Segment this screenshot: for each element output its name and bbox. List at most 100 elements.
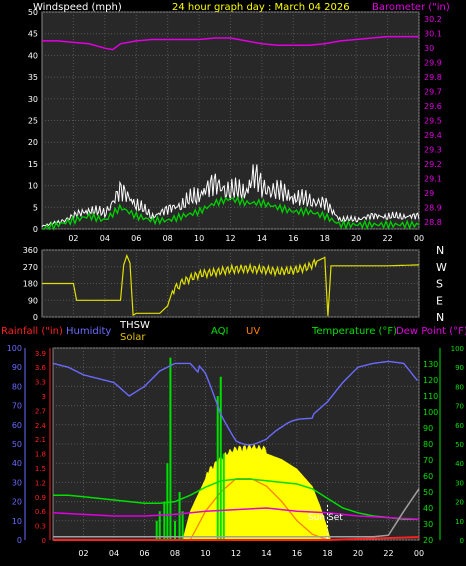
rain-y-tick: 2.4 [35, 422, 47, 430]
wind-y-tick: 25 [28, 117, 38, 126]
humidity-y-tick: 50 [12, 440, 22, 449]
barometer-y-tick: 28.9 [424, 203, 442, 212]
temperature-y-tick: 50 [423, 488, 433, 497]
aqi-y-tick: 40 [455, 460, 464, 468]
wind-y-tick: 45 [28, 30, 38, 39]
wind-x-tick: 16 [288, 234, 298, 243]
rain-y-tick: 0.9 [35, 494, 46, 502]
weather-x-tick: 14 [261, 549, 271, 558]
weather-x-tick: 18 [322, 549, 332, 558]
compass-label: E [436, 294, 443, 307]
temperature-y-tick: 40 [423, 504, 433, 513]
weather-x-tick: 12 [231, 549, 241, 558]
aqi-y-tick: 10 [455, 518, 464, 526]
wind-y-tick: 30 [28, 95, 38, 104]
temperature-y-tick: 120 [423, 376, 438, 385]
aqi-y-tick: 70 [455, 403, 464, 411]
legend-dewpoint: Dew Point (°F) [396, 326, 466, 337]
weather-x-tick: 20 [353, 549, 363, 558]
temperature-y-tick: 130 [423, 360, 438, 369]
aqi-y-tick: 90 [455, 364, 464, 372]
wind-gust-line [41, 164, 420, 227]
direction-y-tick: 270 [23, 263, 38, 272]
temperature-y-tick: 20 [423, 536, 433, 545]
wind-y-tick: 35 [28, 73, 38, 82]
direction-y-tick: 360 [23, 246, 38, 255]
barometer-line [42, 35, 419, 51]
rain-y-tick: 3.3 [35, 379, 46, 387]
barometer-y-tick: 29.9 [424, 59, 442, 68]
barometer-y-tick: 30.1 [424, 30, 442, 39]
rain-y-tick: 1.8 [35, 451, 46, 459]
rain-y-tick: 1.5 [35, 465, 46, 473]
wind-y-tick: 40 [28, 51, 38, 60]
barometer-y-tick: 29.8 [424, 73, 442, 82]
weather-x-tick: 16 [292, 549, 302, 558]
humidity-line [52, 360, 419, 446]
aqi-y-tick: 50 [455, 441, 464, 449]
rain-y-tick: 0 [42, 537, 46, 545]
temperature-y-tick: 110 [423, 392, 438, 401]
humidity-y-tick: 20 [12, 498, 22, 507]
barometer-y-tick: 28.8 [424, 218, 442, 227]
thsw-line [53, 488, 420, 538]
weather-x-tick: 06 [139, 549, 149, 558]
humidity-y-tick: 90 [12, 363, 22, 372]
humidity-y-tick: 10 [12, 517, 22, 526]
barometer-y-tick: 30.2 [424, 15, 442, 24]
barometer-y-tick: 29.5 [424, 117, 442, 126]
legend-solar: Solar [120, 332, 146, 343]
wind-x-tick: 20 [351, 234, 361, 243]
legend-thsw: THSW [119, 320, 150, 331]
legend-aqi: AQI [211, 326, 229, 337]
aqi-y-tick: 0 [460, 537, 464, 545]
temperature-line [53, 478, 419, 520]
wind-x-tick: 06 [131, 234, 141, 243]
legend-humidity: Humidity [66, 326, 111, 337]
barometer-y-tick: 29.1 [424, 174, 442, 183]
humidity-y-tick: 70 [12, 402, 22, 411]
wind-y-tick: 20 [28, 138, 38, 147]
humidity-y-tick: 100 [7, 344, 22, 353]
temperature-y-tick: 100 [423, 408, 438, 417]
aqi-y-tick: 100 [451, 345, 464, 353]
direction-y-tick: 180 [23, 280, 38, 289]
humidity-y-tick: 40 [12, 459, 22, 468]
barometer-y-tick: 29 [424, 189, 434, 198]
weather-x-tick: 10 [200, 549, 210, 558]
wind-x-tick: 08 [163, 234, 173, 243]
wind-y-tick: 15 [28, 160, 38, 169]
barometer-y-tick: 29.6 [424, 102, 442, 111]
windspeed-title: Windspeed (mph) [33, 2, 122, 13]
wind-x-tick: 10 [194, 234, 204, 243]
wind-x-tick: 14 [257, 234, 267, 243]
wind-x-tick: 02 [68, 234, 78, 243]
rainfall-line [53, 536, 420, 541]
wind-y-tick: 50 [28, 8, 38, 17]
temperature-y-tick: 60 [423, 472, 433, 481]
wind-x-tick: 22 [382, 234, 392, 243]
aqi-y-tick: 60 [455, 422, 464, 430]
aqi-y-tick: 80 [455, 383, 464, 391]
direction-y-tick: 0 [33, 313, 38, 322]
temperature-y-tick: 30 [423, 520, 433, 529]
temperature-y-tick: 80 [423, 440, 433, 449]
weather-x-tick: 02 [78, 549, 88, 558]
rain-y-tick: 3 [42, 393, 46, 401]
wind-direction-line [42, 253, 419, 317]
humidity-y-tick: 80 [12, 382, 22, 391]
rain-y-tick: 0.3 [35, 523, 46, 531]
barometer-y-tick: 29.4 [424, 131, 442, 140]
aqi-y-tick: 30 [455, 479, 464, 487]
weather-x-tick: 22 [383, 549, 393, 558]
humidity-y-tick: 60 [12, 421, 22, 430]
weather-x-tick: 04 [109, 549, 119, 558]
legend-rainfall: Rainfall ("in) [1, 326, 63, 337]
humidity-y-tick: 30 [12, 478, 22, 487]
weather-x-tick: 08 [170, 549, 180, 558]
wind-y-tick: 10 [28, 182, 38, 191]
aqi-y-tick: 20 [455, 499, 464, 507]
rain-y-tick: 2.7 [35, 407, 46, 415]
compass-label: N [436, 244, 444, 257]
temperature-y-tick: 90 [423, 424, 433, 433]
